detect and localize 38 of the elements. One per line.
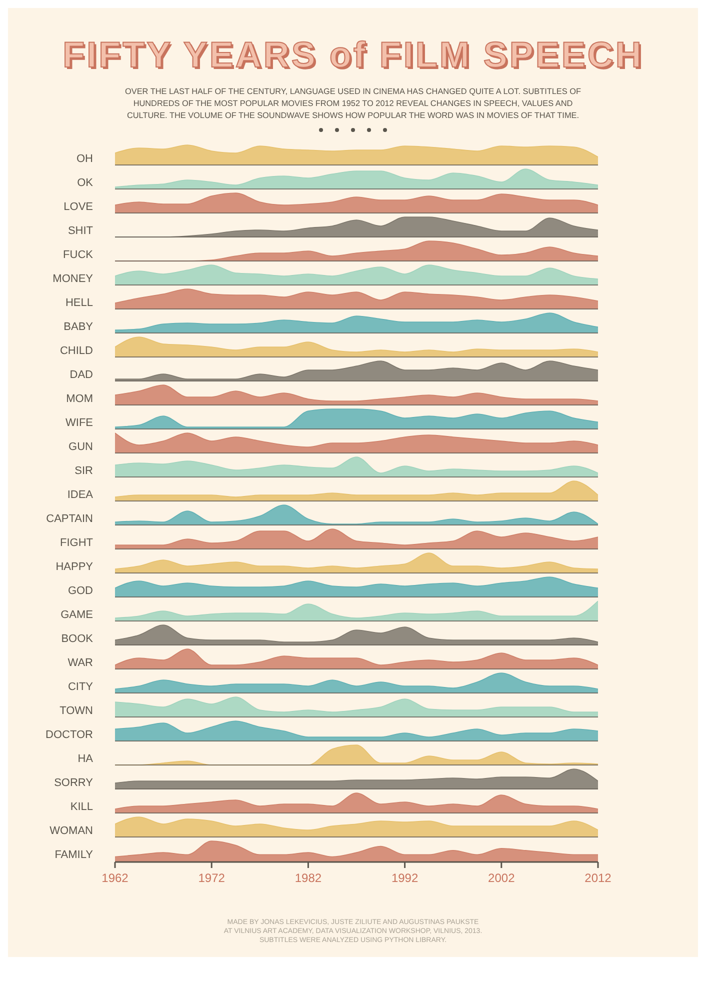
series-label: OK: [77, 176, 93, 190]
x-tick-label: 1982: [294, 871, 322, 885]
series-label: TOWN: [60, 704, 93, 718]
x-tick-label: 1962: [102, 871, 129, 885]
x-tick-label: 1972: [198, 871, 226, 885]
series-label: HELL: [65, 296, 93, 310]
series-label: HA: [78, 752, 93, 766]
series-label: MOM: [66, 392, 93, 406]
series-label: WAR: [68, 656, 93, 670]
x-tick-label: 1992: [391, 871, 418, 885]
series-label: MONEY: [52, 272, 93, 286]
series-label: SHIT: [68, 224, 93, 238]
series-label: GOD: [68, 584, 93, 598]
series-label: IDEA: [67, 488, 93, 502]
series-label: HAPPY: [56, 560, 93, 574]
series-label: KILL: [70, 800, 93, 814]
series-label: DAD: [70, 368, 93, 382]
series-label: GAME: [60, 608, 93, 622]
x-tick-label: 2002: [488, 871, 516, 885]
series-label: SIR: [74, 464, 93, 478]
series-label: CITY: [68, 680, 93, 694]
series-label: LOVE: [64, 200, 93, 214]
chart-subtitle: OVER THE LAST HALF OF THE CENTURY, LANGUAGE USED IN CINEMA HAS CHANGED QUITE A LOT. SUBTITLES OF HUNDREDS OF THE MOST POPULAR MOVIES FROM 1952 TO 2012 REVEAL CHANGES IN SPEECH, VALUES AND CULTURE. THE VOLUME OF THE SOUNDWAVE SHOWS HOW POPULAR THE WORD WAS IN MOVIES OF THAT TIME.: [124, 86, 582, 122]
chart-title: FIFTY YEARS of FILM SPEECH: [62, 33, 644, 76]
series-label: WIFE: [66, 416, 93, 430]
series-label: BOOK: [61, 632, 93, 646]
series-label: GUN: [68, 440, 93, 454]
series-label: FIGHT: [60, 536, 93, 550]
series-label: CHILD: [60, 344, 93, 358]
x-tick-label: 2012: [584, 871, 612, 885]
series-label: WOMAN: [50, 824, 93, 838]
series-label: FUCK: [63, 248, 93, 262]
series-label: BABY: [64, 320, 93, 334]
series-label: CAPTAIN: [46, 512, 93, 526]
series-label: DOCTOR: [46, 728, 93, 742]
series-label: FAMILY: [54, 848, 93, 862]
series-label: OH: [76, 152, 93, 166]
series-label: SORRY: [54, 776, 93, 790]
